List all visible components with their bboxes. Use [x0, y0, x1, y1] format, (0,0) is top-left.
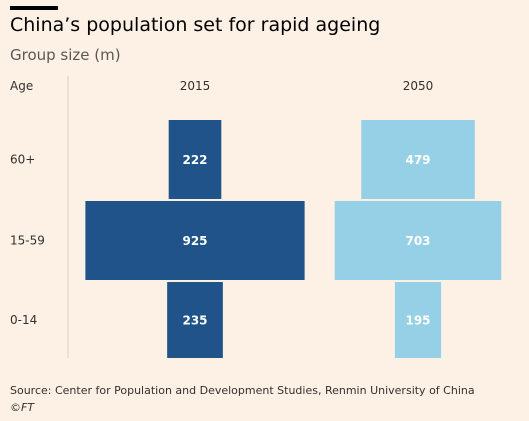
bar-2015-014	[167, 282, 223, 358]
top-rule	[10, 6, 58, 10]
series-label-2050: 2050	[403, 79, 434, 93]
category-label-1559: 15-59	[10, 234, 45, 248]
bar-2050-60	[361, 120, 475, 199]
data-label-2050-1559: 703	[405, 234, 430, 248]
data-label-2050-014: 195	[405, 314, 430, 328]
bar-2015-60	[168, 120, 222, 199]
ft-credit: ©FT	[10, 401, 35, 414]
bar-2050-014	[394, 282, 442, 358]
data-label-2015-60: 222	[182, 153, 207, 167]
data-label-2050-60: 479	[405, 153, 430, 167]
chart-title: China’s population set for rapid ageing	[10, 14, 381, 36]
category-label-014: 0-14	[10, 313, 37, 327]
data-label-2015-014: 235	[182, 314, 207, 328]
bar-2015-1559	[85, 201, 305, 280]
series-label-2015: 2015	[180, 79, 211, 93]
chart-subtitle: Group size (m)	[10, 46, 121, 64]
row-header-label: Age	[10, 79, 33, 93]
category-label-60: 60+	[10, 153, 35, 167]
source-note: Source: Center for Population and Develo…	[10, 384, 475, 397]
data-label-2015-1559: 925	[182, 234, 207, 248]
bar-2050-1559	[334, 201, 502, 280]
